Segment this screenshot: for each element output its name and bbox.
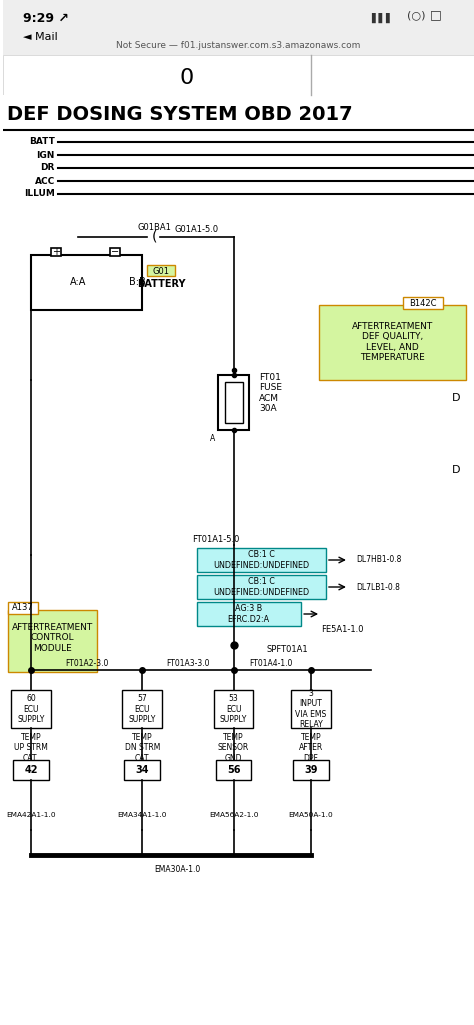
Text: D: D [452,465,460,475]
Bar [3,55,474,95]
Text: 39: 39 [304,765,318,775]
Text: BATT: BATT [29,137,55,147]
Text: CB:1 C
UNDEFINED:UNDEFINED: CB:1 C UNDEFINED:UNDEFINED [213,550,310,570]
Text: Not Secure — f01.justanswer.com.s3.amazonaws.com: Not Secure — f01.justanswer.com.s3.amazo… [117,41,361,50]
Text: □: □ [430,8,442,22]
Bar [293,760,329,780]
Text: A: A [210,434,215,443]
Bar [319,305,466,380]
Text: 0: 0 [180,68,194,88]
Text: 34: 34 [136,765,149,775]
Text: −: − [111,247,119,257]
Bar [124,760,160,780]
Text: EMA42A1-1.0: EMA42A1-1.0 [6,812,56,818]
Text: FT01A4-1.0: FT01A4-1.0 [250,658,293,667]
Text: 42: 42 [24,765,37,775]
Text: B:B: B:B [129,277,146,287]
Bar [31,255,142,310]
Bar [216,760,252,780]
Text: 60
ECU
SUPPLY: 60 ECU SUPPLY [17,694,45,724]
Text: (○): (○) [408,10,426,20]
Text: EMA50A-1.0: EMA50A-1.0 [289,812,333,818]
Text: TEMP
UP STRM
CAT.: TEMP UP STRM CAT. [14,733,48,763]
Text: G01BA1: G01BA1 [137,222,171,232]
Text: CB:1 C
UNDEFINED:UNDEFINED: CB:1 C UNDEFINED:UNDEFINED [213,577,310,597]
Text: B142C: B142C [410,298,437,308]
Text: (: ( [151,230,157,244]
Bar [3,0,474,55]
Text: EMA34A1-1.0: EMA34A1-1.0 [118,812,167,818]
Bar [51,248,61,256]
Text: FT01A3-3.0: FT01A3-3.0 [166,658,210,667]
Bar [214,690,254,728]
Text: SPFT01A1: SPFT01A1 [266,646,308,655]
Bar [197,602,301,626]
Text: G01A1-5.0: G01A1-5.0 [175,226,219,235]
Bar [403,297,443,309]
Text: AFTERTREATMENT
CONTROL
MODULE: AFTERTREATMENT CONTROL MODULE [12,623,93,653]
Text: AG:3 B
EFRC.D2:A: AG:3 B EFRC.D2:A [228,605,270,623]
Text: DR: DR [40,164,55,172]
Text: D: D [452,393,460,403]
Text: FT01A2-3.0: FT01A2-3.0 [65,658,108,667]
Text: AFTERTREATMENT
DEF QUALITY,
LEVEL, AND
TEMPERATURE: AFTERTREATMENT DEF QUALITY, LEVEL, AND T… [352,322,433,362]
Bar [8,610,98,672]
Bar [122,690,162,728]
Text: TEMP
AFTER
DPF: TEMP AFTER DPF [299,733,323,763]
Text: 9:29 ↗: 9:29 ↗ [23,11,69,25]
Text: ▌▌▌: ▌▌▌ [371,13,393,24]
Bar [218,375,249,430]
Text: A:A: A:A [69,277,86,287]
Text: ILLUM: ILLUM [24,190,55,199]
Text: 57
ECU
SUPPLY: 57 ECU SUPPLY [128,694,156,724]
Text: +: + [52,247,60,257]
Bar [11,690,51,728]
Text: TEMP
DN STRM
CAT.: TEMP DN STRM CAT. [125,733,160,763]
Text: TEMP
SENSOR
GND: TEMP SENSOR GND [218,733,249,763]
Text: FE5A1-1.0: FE5A1-1.0 [321,625,364,634]
Text: ◄ Mail: ◄ Mail [23,32,58,42]
Text: DEF DOSING SYSTEM OBD 2017: DEF DOSING SYSTEM OBD 2017 [7,106,353,124]
Bar [291,690,331,728]
Text: A137: A137 [12,604,34,613]
Text: FT01
FUSE
ACM
30A: FT01 FUSE ACM 30A [259,373,283,413]
Text: EMA56A2-1.0: EMA56A2-1.0 [209,812,258,818]
Bar [110,248,120,256]
Bar [13,760,49,780]
Bar [197,575,326,599]
Text: BATTERY: BATTERY [137,279,185,289]
Text: EMA30A-1.0: EMA30A-1.0 [154,865,200,874]
Text: 53
ECU
SUPPLY: 53 ECU SUPPLY [220,694,247,724]
Text: DL7HB1-0.8: DL7HB1-0.8 [356,556,401,565]
Bar [225,382,243,423]
Text: 56: 56 [227,765,240,775]
Text: FT01A1-5.0: FT01A1-5.0 [192,535,239,544]
Text: G01: G01 [153,266,170,276]
Text: IGN: IGN [36,151,55,160]
Bar [197,548,326,572]
Text: ACC: ACC [35,176,55,186]
Bar [8,602,38,614]
Text: 3
INPUT
VIA EMS
RELAY: 3 INPUT VIA EMS RELAY [295,689,327,729]
Text: DL7LB1-0.8: DL7LB1-0.8 [356,582,400,591]
Bar [147,265,175,276]
